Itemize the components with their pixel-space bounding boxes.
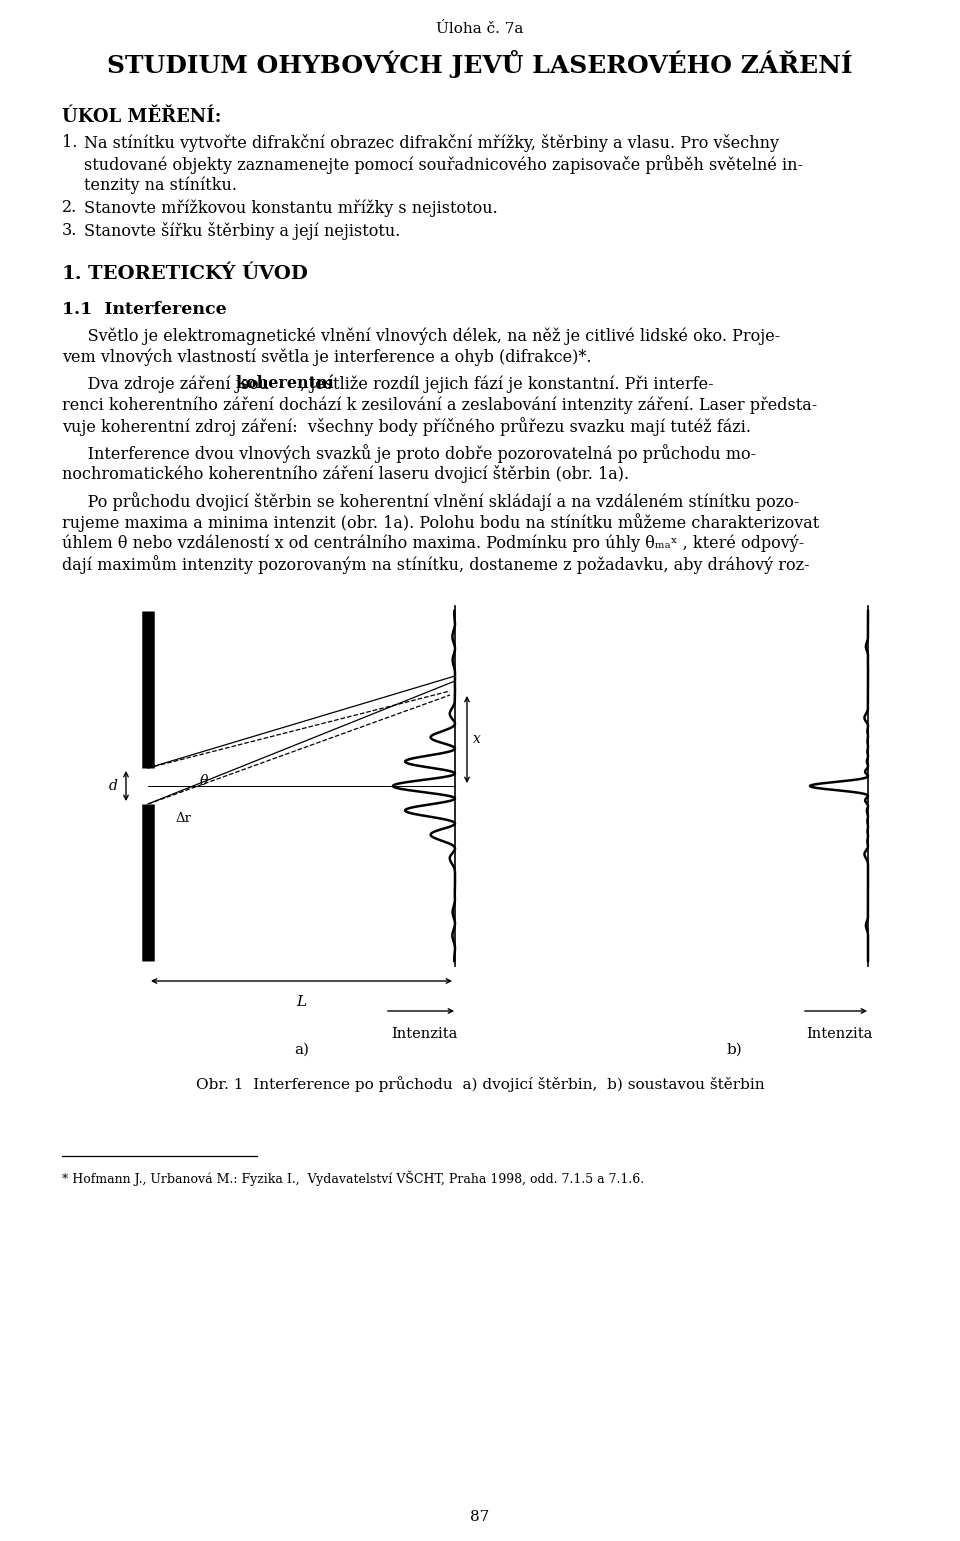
Text: Světlo je elektromagnetické vlnění vlnových délek, na něž je citlivé lidské oko.: Světlo je elektromagnetické vlnění vlnov… — [62, 327, 780, 345]
Text: x: x — [473, 732, 481, 746]
Text: 1.: 1. — [62, 265, 83, 284]
Text: θ: θ — [200, 774, 208, 787]
Text: Intenzita: Intenzita — [391, 1026, 457, 1042]
Text: studované objekty zaznamenejte pomocí souřadnicového zapisovače průběh světelné : studované objekty zaznamenejte pomocí so… — [84, 156, 803, 174]
Text: * Hofmann J., Urbanová M.: Fyzika I.,  Vydavatelství VŠCHT, Praha 1998, odd. 7.1: * Hofmann J., Urbanová M.: Fyzika I., Vy… — [62, 1170, 644, 1185]
Text: nochromatického koherentního záření laseru dvojicí štěrbin (obr. 1a).: nochromatického koherentního záření lase… — [62, 465, 629, 482]
Text: STUDIUM OHYBOVÝCH JEVŮ LASEROVÉHO ZÁŘENÍ: STUDIUM OHYBOVÝCH JEVŮ LASEROVÉHO ZÁŘENÍ — [108, 49, 852, 79]
Text: 1.: 1. — [62, 134, 78, 151]
Text: Obr. 1  Interference po průchodu  a) dvojicí štěrbin,  b) soustavou štěrbin: Obr. 1 Interference po průchodu a) dvoji… — [196, 1076, 764, 1093]
Text: vuje koherentní zdroj záření:  všechny body příčného průřezu svazku mají tutéž f: vuje koherentní zdroj záření: všechny bo… — [62, 418, 751, 436]
Text: úhlem θ nebo vzdáleností x od centrálního maxima. Podmínku pro úhly θₘₐˣ , které: úhlem θ nebo vzdáleností x od centrálníh… — [62, 535, 804, 552]
Text: TEORETICKÝ ÚVOD: TEORETICKÝ ÚVOD — [88, 265, 308, 284]
Text: Dva zdroje záření jsou: Dva zdroje záření jsou — [62, 374, 275, 393]
Text: Úloha č. 7a: Úloha č. 7a — [436, 22, 524, 35]
Text: Stanovte šířku štěrbiny a její nejistotu.: Stanovte šířku štěrbiny a její nejistotu… — [84, 222, 400, 240]
Text: tenzity na stínítku.: tenzity na stínítku. — [84, 176, 237, 194]
Text: renci koherentního záření dochází k zesilování a zeslabování intenzity záření. L: renci koherentního záření dochází k zesi… — [62, 396, 817, 413]
Text: a): a) — [294, 1043, 309, 1057]
Text: Stanovte mřížkovou konstantu mřížky s nejistotou.: Stanovte mřížkovou konstantu mřížky s ne… — [84, 199, 497, 216]
Text: Interference dvou vlnových svazků je proto dobře pozorovatelná po průchodu mo-: Interference dvou vlnových svazků je pro… — [62, 444, 756, 462]
Text: Na stínítku vytvořte difrakční obrazec difrakční mřížky, štěrbiny a vlasu. Pro v: Na stínítku vytvořte difrakční obrazec d… — [84, 134, 779, 153]
Text: L: L — [297, 995, 306, 1009]
Text: koherentní: koherentní — [235, 374, 334, 391]
Text: rujeme maxima a minima intenzit (obr. 1a). Polohu bodu na stínítku můžeme charak: rujeme maxima a minima intenzit (obr. 1a… — [62, 513, 819, 532]
Text: 3.: 3. — [62, 222, 78, 239]
Text: d: d — [109, 780, 118, 794]
Text: vem vlnových vlastností světla je interference a ohyb (difrakce)*.: vem vlnových vlastností světla je interf… — [62, 348, 591, 365]
Text: Po průchodu dvojicí štěrbin se koherentní vlnění skládají a na vzdáleném stínítk: Po průchodu dvojicí štěrbin se koherentn… — [62, 492, 800, 512]
Text: 2.: 2. — [62, 199, 77, 216]
Text: 1.1  Interference: 1.1 Interference — [62, 300, 227, 317]
Text: dají maximům intenzity pozorovaným na stínítku, dostaneme z požadavku, aby dráho: dají maximům intenzity pozorovaným na st… — [62, 555, 809, 573]
Text: Δr: Δr — [176, 812, 192, 824]
Text: ÚKOL MĚŘENÍ:: ÚKOL MĚŘENÍ: — [62, 108, 222, 126]
Text: Intenzita: Intenzita — [805, 1026, 873, 1042]
Text: , jestliže rozdíl jejich fází je konstantní. Při interfe-: , jestliže rozdíl jejich fází je konstan… — [300, 374, 713, 393]
Text: 87: 87 — [470, 1510, 490, 1524]
Text: b): b) — [726, 1043, 742, 1057]
